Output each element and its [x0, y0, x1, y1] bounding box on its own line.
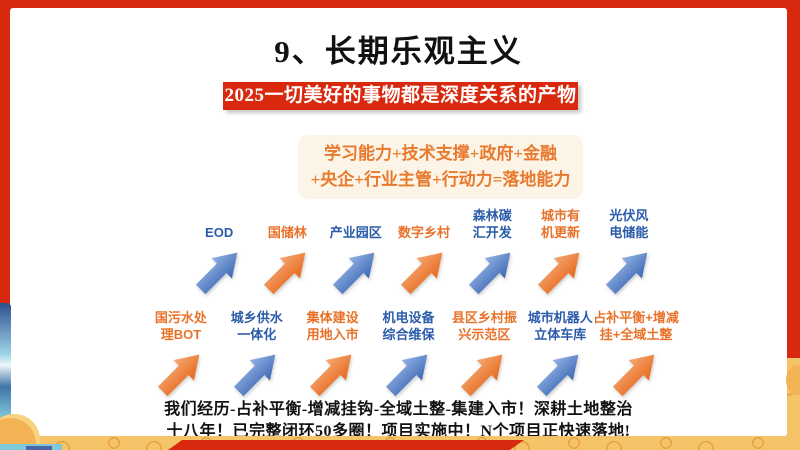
trend-arrow-icon	[461, 354, 503, 397]
arrow-item-label: 城市有 机更新	[541, 208, 581, 241]
right-gold-cloud	[786, 365, 800, 395]
trend-arrow-icon	[469, 252, 511, 295]
arrow-item-label: 数字乡村	[397, 225, 450, 241]
slide-content-area: 9、长期乐观主义 2025一切美好的事物都是深度关系的产物 学习能力+技术支撑+…	[10, 8, 787, 440]
bottom-left-wave-decor-dark	[26, 446, 52, 450]
arrow-item: 国污水处 理BOT	[143, 310, 219, 397]
arrow-item: 数字乡村	[390, 208, 458, 295]
arrow-item: 产业园区	[322, 208, 390, 295]
arrow-item-label: 机电设备 综合维保	[382, 310, 435, 343]
arrow-item-label: 县区乡村振 兴示范区	[451, 310, 517, 343]
trend-arrow-icon	[157, 354, 200, 397]
arrow-item: 城市有 机更新	[526, 208, 594, 295]
arrow-item: 集体建设 用地入市	[295, 310, 371, 397]
footer-line-1: 我们经历-占补平衡-增减挂钩-全域土整-集建入市！深耕土地整治	[164, 401, 633, 418]
arrow-item: 县区乡村振 兴示范区	[446, 310, 522, 397]
trend-arrow-icon	[264, 252, 306, 295]
trend-arrow-icon	[385, 354, 427, 397]
formula-line-1: 学习能力+技术支撑+政府+金融	[323, 143, 558, 163]
bottom-red-strip	[168, 440, 524, 450]
arrow-item-label: 国储林	[267, 225, 307, 241]
arrow-item: 森林碳 汇开发	[458, 208, 526, 295]
trend-arrow-icon	[605, 252, 648, 295]
arrow-item-label: 城市机器人 立体车库	[527, 310, 593, 343]
arrow-item: EOD	[185, 208, 253, 295]
trend-arrow-icon	[537, 252, 579, 295]
arrow-row-bottom: 国污水处 理BOT 城乡供水 一体化 集体建设 用地入市 机电设备 综合维保 县…	[143, 310, 679, 397]
arrow-item: 机电设备 综合维保	[371, 310, 447, 397]
trend-arrow-icon	[233, 354, 276, 397]
subtitle-banner: 2025一切美好的事物都是深度关系的产物	[223, 82, 578, 110]
arrow-item: 占补平衡+增减 挂+全域土整	[593, 310, 679, 397]
arrow-item: 城市机器人 立体车库	[522, 310, 598, 397]
trend-arrow-icon	[332, 252, 375, 295]
trend-arrow-icon	[196, 252, 238, 295]
arrow-item-label: 国污水处 理BOT	[154, 310, 207, 343]
formula-line-2: +央企+行业主管+行动力=落地能力	[310, 170, 571, 189]
arrow-item-label: 产业园区	[329, 225, 382, 241]
arrow-row-top: EOD 国储林 产业园区 数字乡村 森林碳 汇开发 城市有 机更新	[185, 208, 663, 295]
trend-arrow-icon	[309, 354, 351, 397]
footer-line-2: 十八年！已完整闭环50多圈！项目实施中！N个项目正快速落地!	[166, 422, 631, 440]
page-title: 9、长期乐观主义	[274, 34, 523, 69]
arrow-item-label: 集体建设 用地入市	[306, 310, 359, 343]
left-mountain-decor	[0, 303, 11, 438]
arrow-item-label: 光伏风 电储能	[609, 208, 649, 241]
trend-arrow-icon	[400, 252, 443, 295]
arrow-item: 城乡供水 一体化	[219, 310, 295, 397]
formula-box: 学习能力+技术支撑+政府+金融 +央企+行业主管+行动力=落地能力	[298, 135, 583, 199]
trend-arrow-icon	[537, 354, 579, 397]
footer-text: 我们经历-占补平衡-增减挂钩-全域土整-集建入市！深耕土地整治 十八年！已完整闭…	[10, 399, 787, 442]
arrow-item-label: 城乡供水 一体化	[230, 310, 283, 343]
arrow-item: 国储林	[253, 208, 321, 295]
arrow-item: 光伏风 电储能	[595, 208, 663, 295]
arrow-item-label: 森林碳 汇开发	[472, 208, 512, 241]
arrow-item-label: 占补平衡+增减 挂+全域土整	[593, 310, 679, 343]
trend-arrow-icon	[612, 354, 655, 397]
arrow-item-label: EOD	[205, 225, 234, 241]
